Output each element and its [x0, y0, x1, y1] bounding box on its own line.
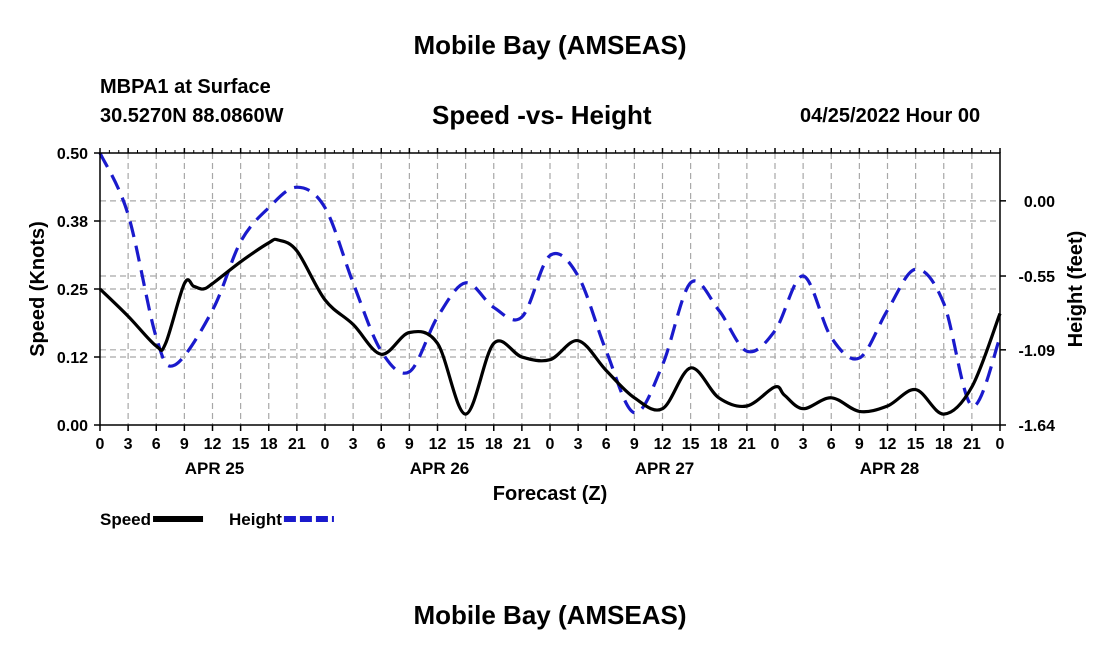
grid — [100, 153, 1000, 425]
y-left-tick-label: 0.12 — [57, 350, 88, 367]
x-tick-label: 12 — [204, 436, 222, 453]
main-title: Mobile Bay (AMSEAS) — [413, 30, 687, 60]
speed-height-chart: 0 3 6 9 12 15 18 21 0 3 6 9 12 15 18 21 0 3 6 9 12 15 18 21 0 3 6 9… — [27, 146, 1087, 529]
axis-ticks: 0 3 6 9 12 15 18 21 0 3 6 9 12 15 18 21 0 3 6 9 12 15 18 21 0 3 6 9… — [57, 146, 1055, 478]
x-tick-label: 6 — [152, 436, 161, 453]
y-right-tick-label: 0.00 — [1024, 194, 1055, 211]
y-axis-left-label: Speed (Knots) — [27, 221, 49, 357]
y-right-tick-label: -0.55 — [1019, 269, 1056, 286]
x-tick-label: 0 — [321, 436, 330, 453]
bottom-title: Mobile Bay (AMSEAS) — [413, 600, 687, 630]
y-left-tick-label: 0.38 — [57, 214, 88, 231]
x-tick-label: 3 — [574, 436, 583, 453]
legend-label-height: Height — [229, 510, 282, 529]
x-tick-label: 9 — [855, 436, 864, 453]
x-tick-label: 6 — [377, 436, 386, 453]
series-line-speed — [98, 237, 1002, 416]
day-label: APR 27 — [635, 459, 695, 478]
x-tick-label: 21 — [513, 436, 531, 453]
y-left-tick-label: 0.25 — [57, 282, 88, 299]
x-tick-label: 3 — [799, 436, 808, 453]
x-tick-label: 18 — [260, 436, 278, 453]
x-axis-label: Forecast (Z) — [493, 483, 607, 505]
x-tick-label: 12 — [879, 436, 897, 453]
chart-title: Speed -vs- Height — [432, 100, 652, 130]
x-tick-label: 18 — [710, 436, 728, 453]
x-tick-label: 21 — [738, 436, 756, 453]
y-right-tick-label: -1.64 — [1019, 418, 1056, 435]
y-axis-right-label: Height (feet) — [1065, 231, 1087, 348]
x-tick-label: 15 — [457, 436, 475, 453]
x-tick-label: 15 — [682, 436, 700, 453]
x-tick-label: 21 — [288, 436, 306, 453]
x-tick-label: 18 — [935, 436, 953, 453]
x-tick-label: 3 — [124, 436, 133, 453]
legend: Speed Height — [100, 510, 334, 529]
y-left-tick-label: 0.00 — [57, 418, 88, 435]
station-name: MBPA1 at Surface — [100, 76, 271, 98]
x-tick-label: 3 — [349, 436, 358, 453]
day-label: APR 28 — [860, 459, 920, 478]
y-left-tick-label: 0.50 — [57, 146, 88, 163]
x-tick-label: 9 — [180, 436, 189, 453]
legend-label-speed: Speed — [100, 510, 151, 529]
x-tick-label: 21 — [963, 436, 981, 453]
x-tick-label: 15 — [907, 436, 925, 453]
x-tick-label: 9 — [405, 436, 414, 453]
forecast-datetime: 04/25/2022 Hour 00 — [800, 105, 981, 127]
day-label: APR 26 — [410, 459, 470, 478]
x-tick-label: 6 — [602, 436, 611, 453]
x-tick-label: 0 — [771, 436, 780, 453]
x-tick-label: 12 — [654, 436, 672, 453]
series-line-height — [98, 152, 1002, 415]
x-tick-label: 0 — [996, 436, 1005, 453]
station-coordinates: 30.5270N 88.0860W — [100, 105, 284, 127]
x-tick-label: 12 — [429, 436, 447, 453]
x-tick-label: 15 — [232, 436, 250, 453]
x-tick-label: 18 — [485, 436, 503, 453]
x-tick-label: 9 — [630, 436, 639, 453]
x-tick-label: 6 — [827, 436, 836, 453]
day-label: APR 25 — [185, 459, 245, 478]
x-tick-label: 0 — [546, 436, 555, 453]
series-layer — [98, 152, 1002, 416]
x-tick-label: 0 — [96, 436, 105, 453]
y-right-tick-label: -1.09 — [1019, 343, 1056, 360]
